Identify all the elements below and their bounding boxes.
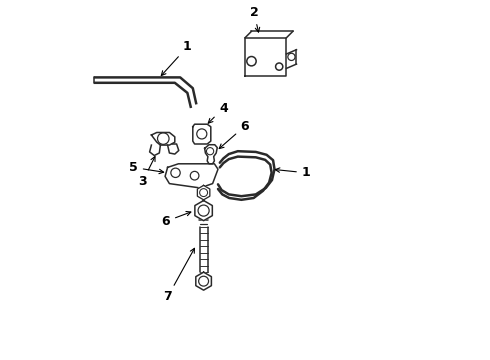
Polygon shape	[205, 145, 217, 164]
Text: 6: 6	[219, 120, 249, 149]
Text: 5: 5	[129, 161, 164, 174]
Polygon shape	[195, 201, 212, 221]
Text: 4: 4	[208, 102, 228, 123]
Polygon shape	[165, 164, 218, 188]
Polygon shape	[168, 144, 179, 154]
Polygon shape	[197, 185, 210, 200]
Text: 3: 3	[138, 157, 155, 188]
Text: 6: 6	[162, 211, 191, 228]
Polygon shape	[245, 38, 286, 76]
Text: 1: 1	[275, 166, 311, 179]
Polygon shape	[196, 272, 211, 290]
Text: 1: 1	[161, 40, 192, 76]
Polygon shape	[193, 124, 211, 144]
Polygon shape	[151, 132, 175, 145]
Text: 2: 2	[249, 6, 260, 32]
Polygon shape	[149, 145, 160, 156]
Text: 7: 7	[163, 248, 195, 303]
